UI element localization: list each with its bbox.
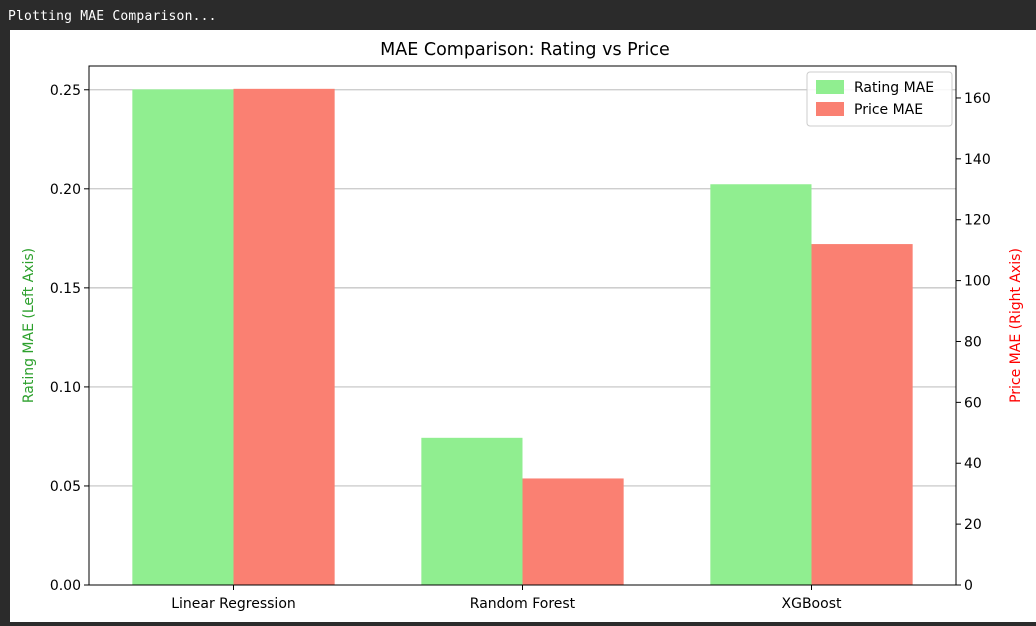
- legend: Rating MAE Price MAE: [806, 71, 953, 127]
- bar-marks: [132, 88, 913, 586]
- y-right-tick-label: 140: [964, 152, 991, 168]
- y-right-tick-label: 60: [964, 395, 982, 411]
- chart-figure: Linear Regression Random Forest XGBoost 0.0…: [10, 30, 1036, 622]
- y-left-tick-label: 0.25: [50, 83, 81, 99]
- y-axis-right-label: Price MAE (Right Axis): [1008, 248, 1024, 403]
- y-right-tick-label: 0: [964, 578, 973, 594]
- legend-label: Price MAE: [854, 102, 923, 118]
- y-left-tick-label: 0.00: [50, 578, 81, 594]
- y-right-tick-label: 20: [964, 517, 982, 533]
- plot-frame: [88, 65, 957, 586]
- console-output-line: Plotting MAE Comparison...: [8, 9, 217, 24]
- bar-price-mae-random-forest: [522, 478, 624, 585]
- bar-rating-mae-random-forest: [421, 437, 523, 585]
- y-left-tick-label: 0.10: [50, 380, 81, 396]
- legend-swatch: [816, 102, 844, 116]
- x-tick-label: Linear Regression: [171, 596, 296, 612]
- axes: Linear Regression Random Forest XGBoost 0.0…: [50, 65, 991, 612]
- y-right-tick-label: 80: [964, 334, 982, 350]
- bar-rating-mae-xgboost: [710, 184, 812, 585]
- bar-rating-mae-linear-regression: [132, 89, 234, 585]
- y-left-tick-label: 0.05: [50, 479, 81, 495]
- chart-title: MAE Comparison: Rating vs Price: [380, 40, 670, 60]
- y-axis-left-label: Rating MAE (Left Axis): [21, 248, 37, 403]
- y-left-tick-label: 0.20: [50, 182, 81, 198]
- bar-price-mae-linear-regression: [233, 88, 335, 586]
- legend-swatch: [816, 80, 844, 94]
- y-right-tick-label: 40: [964, 456, 982, 472]
- x-tick-label: XGBoost: [782, 596, 842, 612]
- y-left-tick-label: 0.15: [50, 281, 81, 297]
- bar-price-mae-xgboost: [811, 244, 913, 586]
- legend-label: Rating MAE: [854, 80, 934, 96]
- y-right-tick-label: 160: [964, 91, 991, 107]
- mae-comparison-chart: Linear Regression Random Forest XGBoost 0.0…: [21, 40, 1024, 612]
- x-tick-label: Random Forest: [470, 596, 576, 612]
- y-right-tick-label: 100: [964, 274, 991, 290]
- y-right-tick-label: 120: [964, 213, 991, 229]
